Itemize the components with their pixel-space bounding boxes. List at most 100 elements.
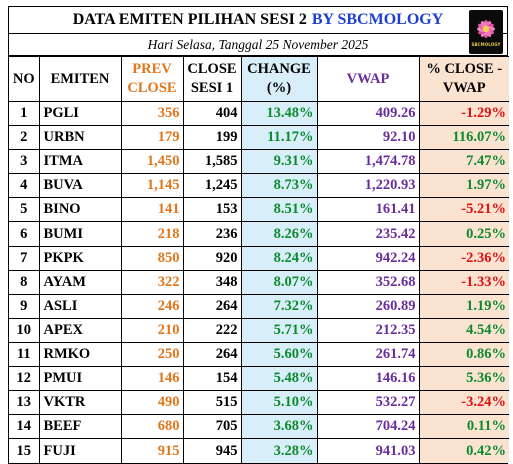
cell-close-vwap: 0.86% [418, 341, 509, 368]
cell-prev-close: 356 [120, 100, 184, 127]
brand-logo: SBCMOLOGY [469, 10, 503, 54]
cell-prev-close: 850 [120, 245, 184, 271]
cell-close-vwap: 116.07% [418, 125, 509, 151]
table-row: 6 BUMI 218 236 8.26% 235.42 0.25% [9, 221, 509, 247]
emiten-table: NO EMITEN PREV CLOSE CLOSE SESI 1 CHANGE… [9, 56, 509, 463]
cell-close-vwap: -1.29% [418, 100, 509, 127]
cell-change: 5.48% [240, 366, 318, 392]
header-vwap: VWAP [316, 56, 420, 102]
cell-close-sesi: 264 [182, 293, 242, 319]
table-row: 1 PGLI 356 404 13.48% 409.26 -1.29% [9, 100, 509, 127]
cell-close-vwap: 1.97% [418, 173, 509, 199]
cell-change: 8.07% [240, 269, 318, 295]
header-close-line1: CLOSE [187, 61, 237, 77]
cell-close-sesi: 199 [182, 125, 242, 151]
cell-vwap: 942.24 [316, 245, 420, 271]
cell-vwap: 212.35 [316, 317, 420, 343]
cell-close-sesi: 153 [182, 197, 242, 223]
cell-change: 8.24% [240, 245, 318, 271]
table-body: 1 PGLI 356 404 13.48% 409.26 -1.29% 2 URBN 179 199… [9, 100, 509, 463]
table-row: 10 APEX 210 222 5.71% 212.35 4.54% [9, 317, 509, 343]
cell-vwap: 235.42 [316, 221, 420, 247]
cell-vwap: 352.68 [316, 269, 420, 295]
cell-emiten: PMUI [38, 366, 122, 392]
cell-no: 3 [9, 149, 40, 175]
cell-vwap: 532.27 [316, 390, 420, 416]
cell-no: 10 [9, 317, 40, 343]
header-prev-line2: CLOSE [127, 80, 177, 96]
cell-prev-close: 1,450 [120, 149, 184, 175]
cell-vwap: 1,474.78 [316, 149, 420, 175]
cell-no: 14 [9, 414, 40, 440]
cell-prev-close: 490 [120, 390, 184, 416]
cell-close-vwap: 0.11% [418, 414, 509, 440]
cell-emiten: ITMA [38, 149, 122, 175]
cell-close-sesi: 945 [182, 438, 242, 463]
table-row: 12 PMUI 146 154 5.48% 146.16 5.36% [9, 366, 509, 392]
title-row: DATA EMITEN PILIHAN SESI 2 BY SBCMOLOGY … [9, 7, 507, 54]
cell-vwap: 1,220.93 [316, 173, 420, 199]
table-row: 11 RMKO 250 264 5.60% 261.74 0.86% [9, 341, 509, 368]
cell-emiten: RMKO [38, 341, 122, 368]
cell-no: 9 [9, 293, 40, 319]
table-row: 7 PKPK 850 920 8.24% 942.24 -2.36% [9, 245, 509, 271]
cell-emiten: FUJI [38, 438, 122, 463]
cell-prev-close: 680 [120, 414, 184, 440]
header-pct-line2: VWAP [442, 80, 486, 96]
cell-close-sesi: 264 [182, 341, 242, 368]
cell-no: 2 [9, 125, 40, 151]
cell-close-vwap: -2.36% [418, 245, 509, 271]
table-row: 14 BEEF 680 705 3.68% 704.24 0.11% [9, 414, 509, 440]
cell-prev-close: 146 [120, 366, 184, 392]
table-row: 13 VKTR 490 515 5.10% 532.27 -3.24% [9, 390, 509, 416]
page-title: DATA EMITEN PILIHAN SESI 2 [72, 11, 307, 28]
cell-prev-close: 250 [120, 341, 184, 368]
cell-vwap: 146.16 [316, 366, 420, 392]
cell-close-sesi: 920 [182, 245, 242, 271]
header-change-line1: CHANGE [247, 61, 311, 77]
header-pct-line1: % CLOSE - [426, 61, 503, 77]
cell-emiten: PGLI [38, 100, 122, 127]
cell-emiten: APEX [38, 317, 122, 343]
cell-vwap: 260.89 [316, 293, 420, 319]
cell-vwap: 92.10 [316, 125, 420, 151]
cell-close-vwap: 1.19% [418, 293, 509, 319]
table-row: 15 FUJI 915 945 3.28% 941.03 0.42% [9, 438, 509, 463]
table-row: 4 BUVA 1,145 1,245 8.73% 1,220.93 1.97% [9, 173, 509, 199]
cell-no: 11 [9, 341, 40, 368]
header-prev-close: PREV CLOSE [120, 56, 184, 102]
cell-change: 5.60% [240, 341, 318, 368]
logo-text: SBCMOLOGY [471, 42, 501, 47]
cell-close-vwap: 7.47% [418, 149, 509, 175]
cell-close-vwap: -5.21% [418, 197, 509, 223]
cell-close-vwap: 0.25% [418, 221, 509, 247]
cell-close-vwap: -3.24% [418, 390, 509, 416]
table-row: 2 URBN 179 199 11.17% 92.10 116.07% [9, 125, 509, 151]
cell-change: 11.17% [240, 125, 318, 151]
header-close-vwap: % CLOSE - VWAP [418, 56, 509, 102]
cell-no: 12 [9, 366, 40, 392]
cell-close-vwap: 4.54% [418, 317, 509, 343]
cell-change: 8.26% [240, 221, 318, 247]
header-change-line2: (%) [266, 80, 292, 96]
cell-close-vwap: -1.33% [418, 269, 509, 295]
cell-emiten: BUMI [38, 221, 122, 247]
cell-change: 8.73% [240, 173, 318, 199]
cell-prev-close: 1,145 [120, 173, 184, 199]
header-prev-line1: PREV [132, 61, 172, 77]
header-no: NO [9, 56, 40, 102]
table-row: 3 ITMA 1,450 1,585 9.31% 1,474.78 7.47% [9, 149, 509, 175]
cell-emiten: PKPK [38, 245, 122, 271]
table-row: 8 AYAM 322 348 8.07% 352.68 -1.33% [9, 269, 509, 295]
cell-no: 5 [9, 197, 40, 223]
header-close-line2: SESI 1 [190, 80, 234, 96]
header-row: NO EMITEN PREV CLOSE CLOSE SESI 1 CHANGE… [9, 56, 509, 102]
table-row: 9 ASLI 246 264 7.32% 260.89 1.19% [9, 293, 509, 319]
cell-change: 5.10% [240, 390, 318, 416]
cell-close-sesi: 348 [182, 269, 242, 295]
cell-vwap: 409.26 [316, 100, 420, 127]
cell-close-sesi: 404 [182, 100, 242, 127]
cell-no: 8 [9, 269, 40, 295]
cell-prev-close: 915 [120, 438, 184, 463]
lotus-flower-icon [477, 20, 495, 38]
